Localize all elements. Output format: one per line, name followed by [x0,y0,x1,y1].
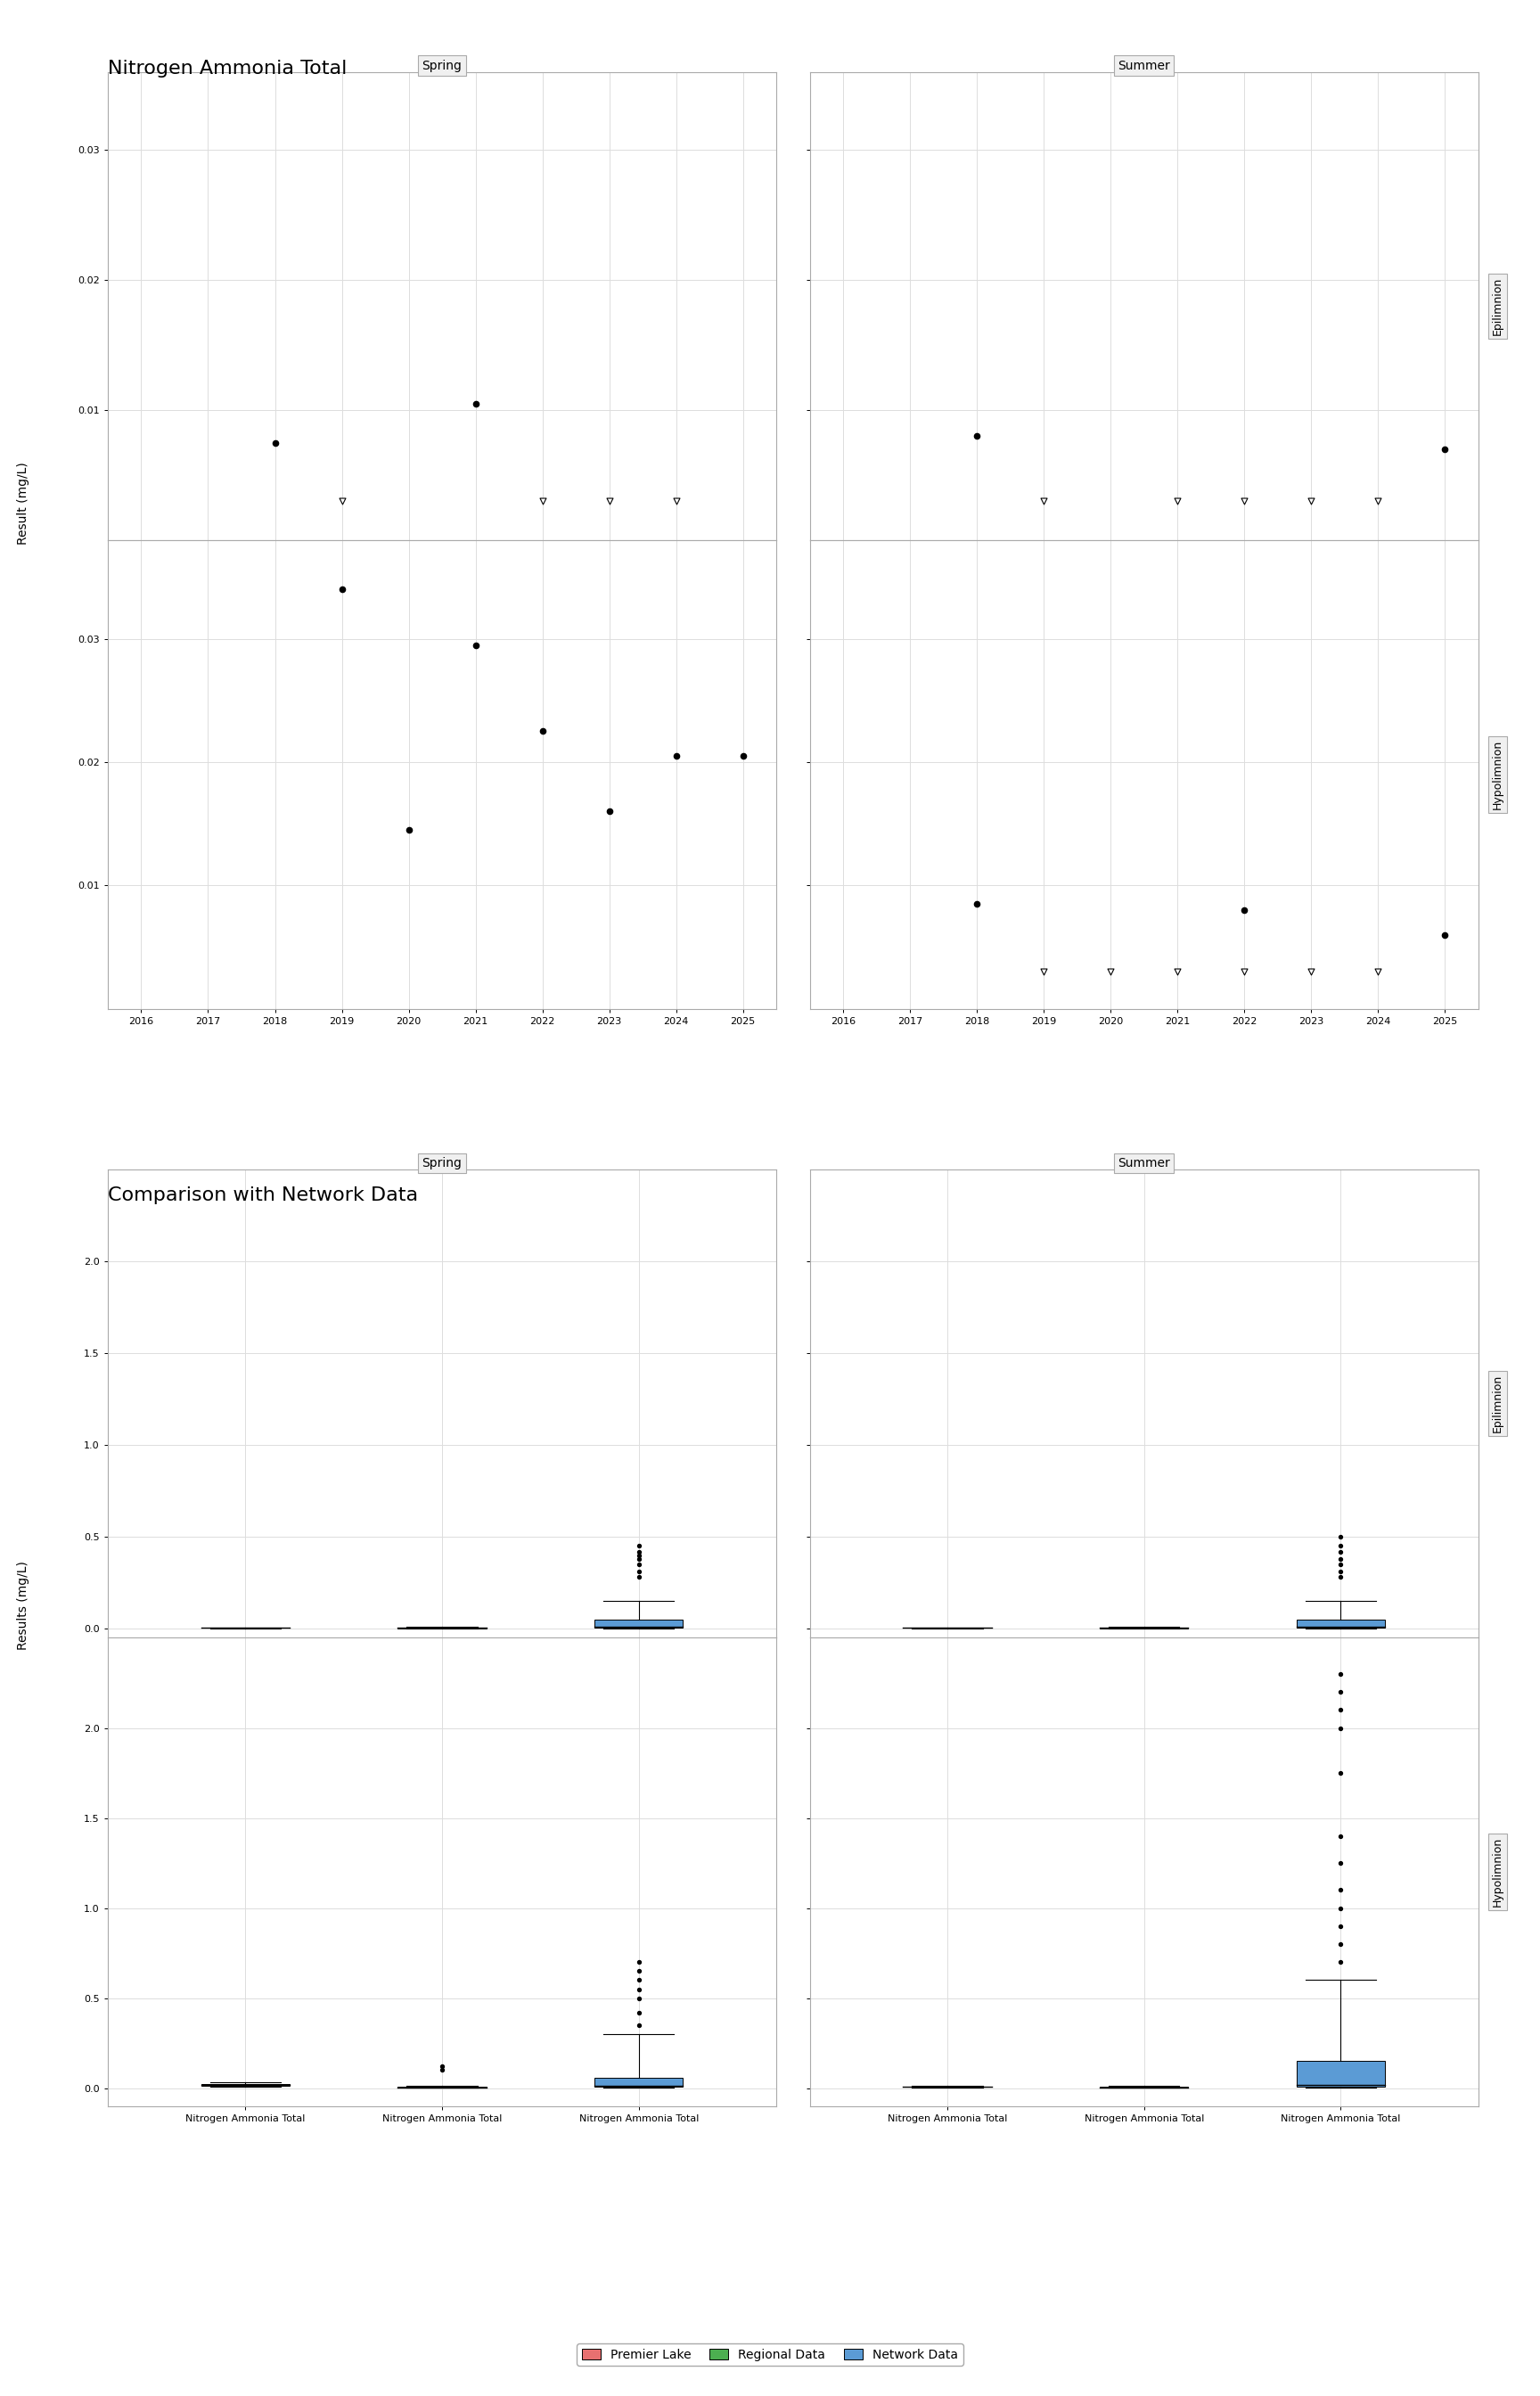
Point [664,738,688,776]
Point [1329,1533,1354,1572]
Point [1329,1541,1354,1579]
Point [1329,1816,1354,1855]
Title: Spring: Spring [422,60,462,72]
Point [627,1970,651,2008]
Point [1329,1656,1354,1694]
Point [1329,1557,1354,1596]
Point [430,2051,454,2089]
Point [598,793,622,831]
Point [1166,482,1190,520]
Point [1329,1672,1354,1711]
Point [1329,1754,1354,1792]
Point [1098,954,1123,992]
Text: Hypolimnion: Hypolimnion [1492,1838,1503,1907]
Point [964,417,989,455]
Point [330,570,354,609]
Point [1329,1692,1354,1730]
Point [598,482,622,520]
Point [627,1557,651,1596]
Point [1329,1924,1354,1962]
Point [1032,954,1056,992]
Point [1329,1943,1354,1981]
Point [627,1953,651,1991]
Point [1232,954,1257,992]
Text: Epilimnion: Epilimnion [1492,278,1503,335]
Point [330,482,354,520]
Bar [1297,2061,1384,2087]
Text: Comparison with Network Data: Comparison with Network Data [108,1186,417,1203]
Point [627,1536,651,1574]
Title: Summer: Summer [1118,60,1170,72]
Point [1432,429,1457,467]
Point [1432,915,1457,954]
Point [396,810,420,848]
Point [627,1553,651,1591]
Point [1329,1517,1354,1555]
Point [627,1545,651,1584]
Text: Hypolimnion: Hypolimnion [1492,740,1503,810]
Point [263,424,288,462]
Point [1232,891,1257,930]
Point [1329,1553,1354,1591]
Point [964,884,989,922]
Point [1329,1888,1354,1926]
Bar [594,1620,682,1627]
Text: Results (mg/L): Results (mg/L) [17,1560,29,1651]
Point [627,1993,651,2032]
Point [1298,482,1323,520]
Point [1329,1907,1354,1946]
Point [664,482,688,520]
Point [627,1541,651,1579]
Point [627,1960,651,1998]
Point [464,383,488,422]
Text: Result (mg/L): Result (mg/L) [17,462,29,544]
Point [627,1526,651,1565]
Point [1032,482,1056,520]
Point [627,1979,651,2017]
Point [1232,482,1257,520]
Point [627,1533,651,1572]
Point [730,738,755,776]
Point [430,2049,454,2087]
Point [1166,954,1190,992]
Point [530,482,554,520]
Point [464,625,488,664]
Legend: Premier Lake, Regional Data, Network Data: Premier Lake, Regional Data, Network Dat… [578,2343,962,2365]
Point [1329,1545,1354,1584]
Point [1329,1708,1354,1747]
Point [1329,1526,1354,1565]
Point [1366,482,1391,520]
Title: Summer: Summer [1118,1157,1170,1169]
Point [530,712,554,750]
Title: Spring: Spring [422,1157,462,1169]
Bar [594,2077,682,2087]
Point [1329,1845,1354,1883]
Point [1298,954,1323,992]
Text: Epilimnion: Epilimnion [1492,1375,1503,1433]
Point [1329,1871,1354,1910]
Point [627,2005,651,2044]
Point [1366,954,1391,992]
Point [627,1943,651,1981]
Bar [1297,1620,1384,1627]
Text: Nitrogen Ammonia Total: Nitrogen Ammonia Total [108,60,346,77]
